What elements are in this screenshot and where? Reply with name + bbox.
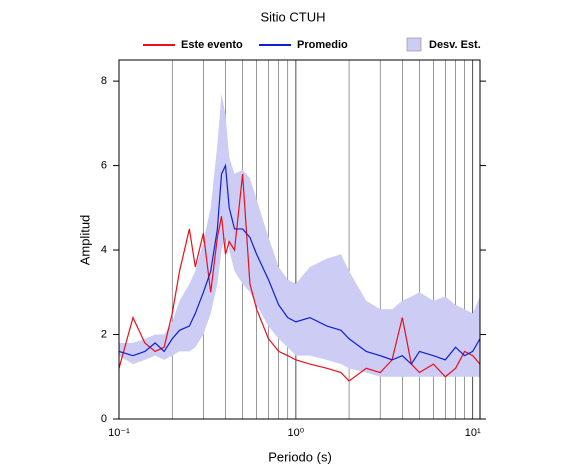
y-axis-label: Amplitud — [77, 215, 92, 266]
x-tick-label: 10¹ — [465, 427, 481, 439]
plot-frame — [118, 59, 481, 420]
y-tick-label: 8 — [101, 75, 107, 87]
y-tick-label: 0 — [101, 413, 107, 425]
series-line — [118, 173, 481, 382]
x-tick-label: 10⁰ — [288, 427, 305, 439]
legend-label: Este evento — [181, 39, 243, 51]
legend-swatch — [406, 37, 422, 52]
y-tick-label: 4 — [101, 244, 107, 256]
x-tick-label: 10⁻¹ — [108, 427, 130, 439]
y-tick-label: 2 — [101, 328, 107, 340]
legend-label: Desv. Est. — [429, 39, 481, 51]
x-axis-label: Periodo (s) — [268, 449, 332, 464]
series-line — [118, 163, 481, 366]
std-band — [119, 93, 480, 377]
legend-label: Promedio — [297, 39, 348, 51]
chart-title: Sitio CTUH — [260, 9, 325, 24]
y-tick-label: 6 — [101, 159, 107, 171]
